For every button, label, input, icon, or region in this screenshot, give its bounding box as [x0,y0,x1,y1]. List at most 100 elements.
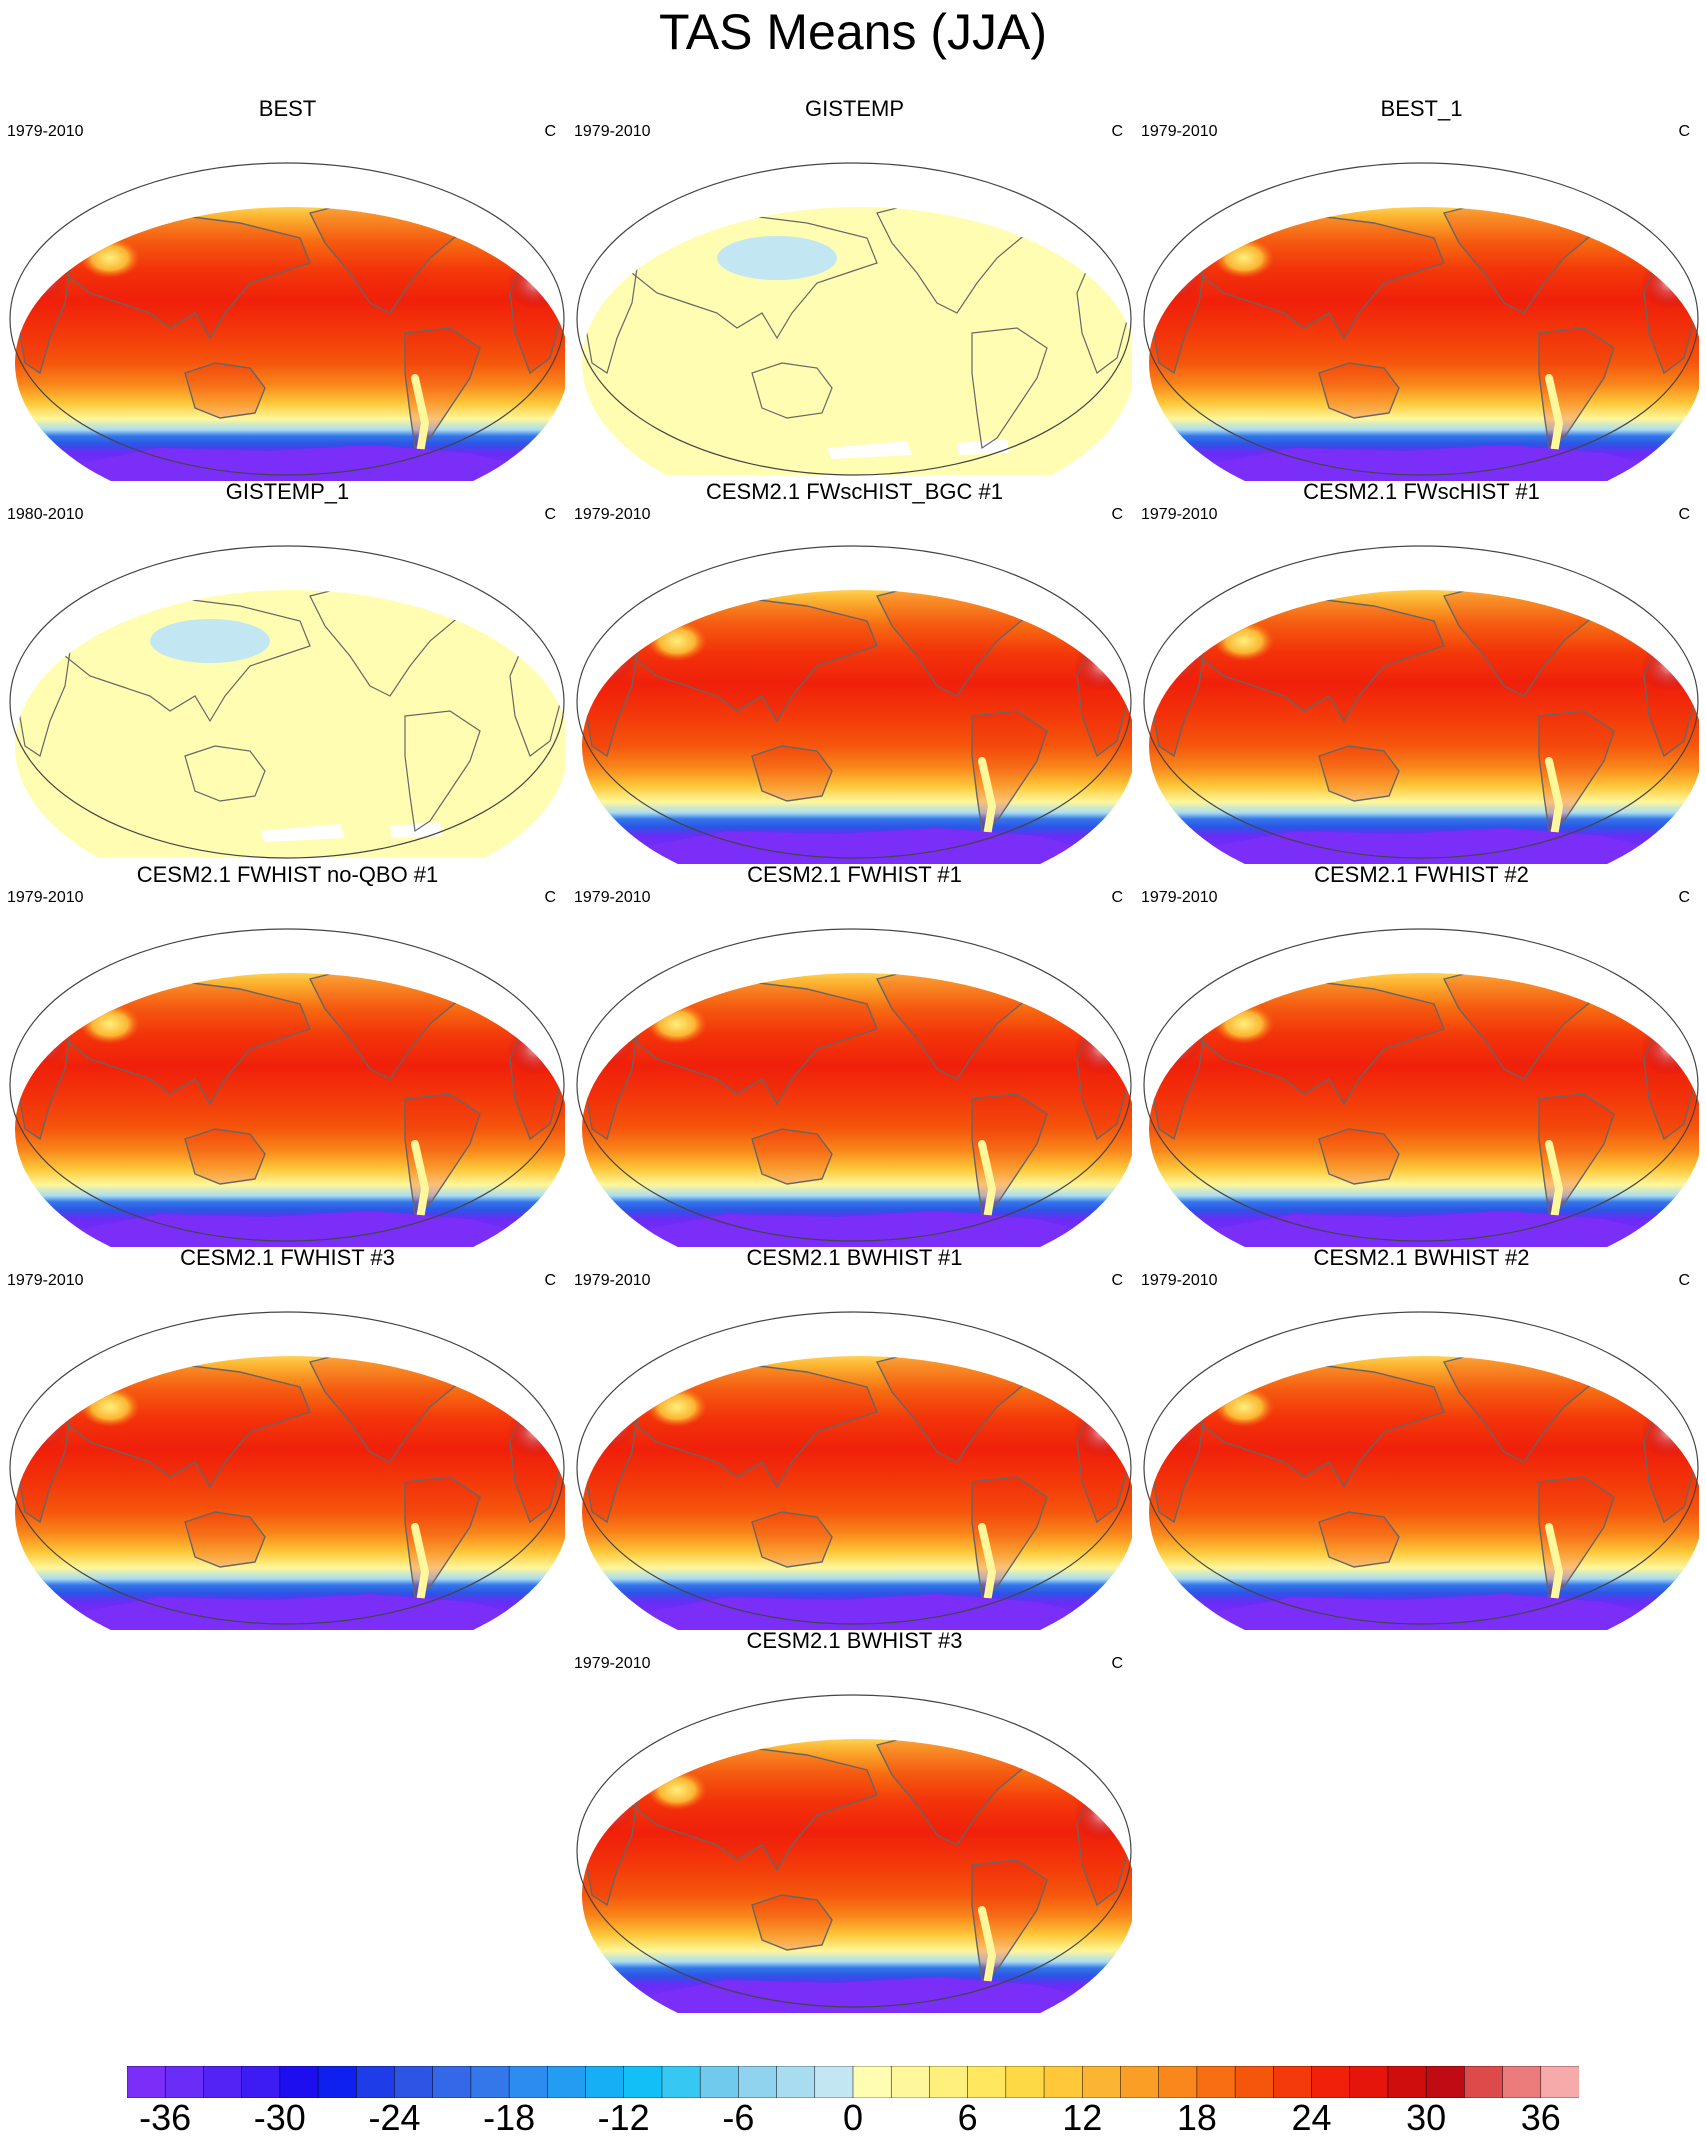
hot-region [1149,256,1202,300]
colorbar-swatch [279,2065,319,2099]
hot-region [507,257,563,309]
greenland-cold [1592,1356,1638,1358]
colorbar-swatch [394,2065,434,2099]
colorbar [126,2065,1580,2099]
colorbar-swatch [661,2065,701,2099]
south-america-land [971,327,1048,450]
australia-land [184,745,266,802]
map-image [576,928,1132,1247]
andes-cool-strip [1545,1523,1564,1606]
colorbar-swatches [126,2065,1580,2099]
map-image [576,1694,1132,2013]
asia-land [631,212,878,340]
colorbar-swatch [1234,2065,1275,2099]
panel-title: CESM2.1 FWscHIST #1 [1303,479,1540,504]
australia-land [1318,1511,1400,1568]
antarctica-cold [80,1211,510,1247]
antarctica-cold [647,828,1077,864]
australia-land [184,1128,266,1185]
panel-units: C [1111,1272,1123,1289]
map-border [9,928,565,1242]
hot-region [1641,640,1697,692]
map-panel-best: BEST 1979-2010 C [5,97,570,481]
panel-units: C [1678,123,1690,140]
panel-units: C [1111,889,1123,906]
colorbar-swatch [1387,2065,1427,2099]
panel-title: CESM2.1 BWHIST #1 [746,1245,963,1270]
panel-units: C [544,123,556,140]
panel-period: 1979-2010 [1141,506,1218,523]
hot-region [582,639,635,683]
colorbar-tick-label: 30 [1406,2097,1447,2138]
hot-region [507,1023,563,1075]
map-image [1143,1311,1699,1630]
north-america-land [309,590,482,697]
hot-region [1641,1406,1697,1458]
greenland-cold [1592,207,1638,209]
map-panel-gistemp: GISTEMP 1979-2010 C [572,97,1137,481]
map-border [576,545,1132,859]
panel-title: GISTEMP_1 [225,479,350,504]
andes-cool-strip [411,1140,430,1223]
colorbar-tick-label: 0 [842,2097,864,2138]
negative-anomaly-patch [717,236,837,280]
map-image [576,545,1132,864]
map-image [1143,928,1699,1247]
map-border [1143,1311,1699,1625]
map-border [1143,545,1699,859]
panel-period: 1979-2010 [574,123,651,140]
australia-land [1318,1128,1400,1185]
colorbar-tick-label: -36 [139,2097,192,2138]
map-panel-cesm2-1-bwhist-3: CESM2.1 BWHIST #3 1979-2010 C [572,1629,1137,2013]
panel-title: CESM2.1 FWHIST #3 [180,1245,395,1270]
panel-title: CESM2.1 BWHIST #2 [1313,1245,1530,1270]
negative-anomaly-patch [150,619,270,663]
colorbar-swatch [356,2065,396,2099]
colorbar-swatch [1043,2065,1084,2099]
negative-anomaly-patch [577,163,1132,175]
map-image [1143,162,1699,481]
andes-cool-strip [1545,1140,1564,1223]
map-border [576,1311,1132,1625]
map-panel-cesm2-1-bwhist-1: CESM2.1 BWHIST #1 1979-2010 C [572,1246,1137,1630]
colorbar-swatch [1425,2065,1466,2099]
colorbar-tick-label: 24 [1291,2097,1332,2138]
cool-plateau [647,621,707,661]
map-border [1143,928,1699,1242]
map-panel-cesm2-1-fwschist-bgc-1: CESM2.1 FWscHIST_BGC #1 1979-2010 C [572,480,1137,864]
panel-units: C [544,889,556,906]
panel-period: 1979-2010 [1141,889,1218,906]
cool-plateau [1214,1004,1274,1044]
panel-title: GISTEMP [804,96,904,121]
hot-region [15,256,68,300]
colorbar-swatch [967,2065,1007,2099]
colorbar-swatch [1311,2065,1351,2099]
map-border [1143,162,1699,476]
map-border [576,928,1132,1242]
hot-region [1641,257,1697,309]
greenland-cold [1025,590,1071,592]
antarctica-cold [1214,1211,1644,1247]
map-image [1143,545,1699,864]
australia-land [184,1511,266,1568]
map-panel-cesm2-1-fwhist-2: CESM2.1 FWHIST #2 1979-2010 C [1139,863,1704,1247]
map-border [9,162,565,476]
hot-region [15,1405,68,1449]
colorbar-swatch [1502,2065,1542,2099]
panel-units: C [1111,1655,1123,1672]
australia-land [751,1128,833,1185]
greenland-cold [1025,973,1071,975]
colorbar-swatch [241,2065,281,2099]
map-panel-cesm2-1-fwhist-3: CESM2.1 FWHIST #3 1979-2010 C [5,1246,570,1630]
hot-region [1074,640,1130,692]
andes-cool-strip [411,1523,430,1606]
panel-units: C [1678,1272,1690,1289]
colorbar-swatch [699,2065,740,2099]
colorbar-swatch [317,2065,358,2099]
panel-period: 1979-2010 [7,123,84,140]
antarctica-cold [647,1977,1077,2013]
panel-period: 1979-2010 [574,889,651,906]
panel-period: 1979-2010 [7,1272,84,1289]
colorbar-tick-label: -24 [368,2097,421,2138]
australia-land [184,362,266,419]
